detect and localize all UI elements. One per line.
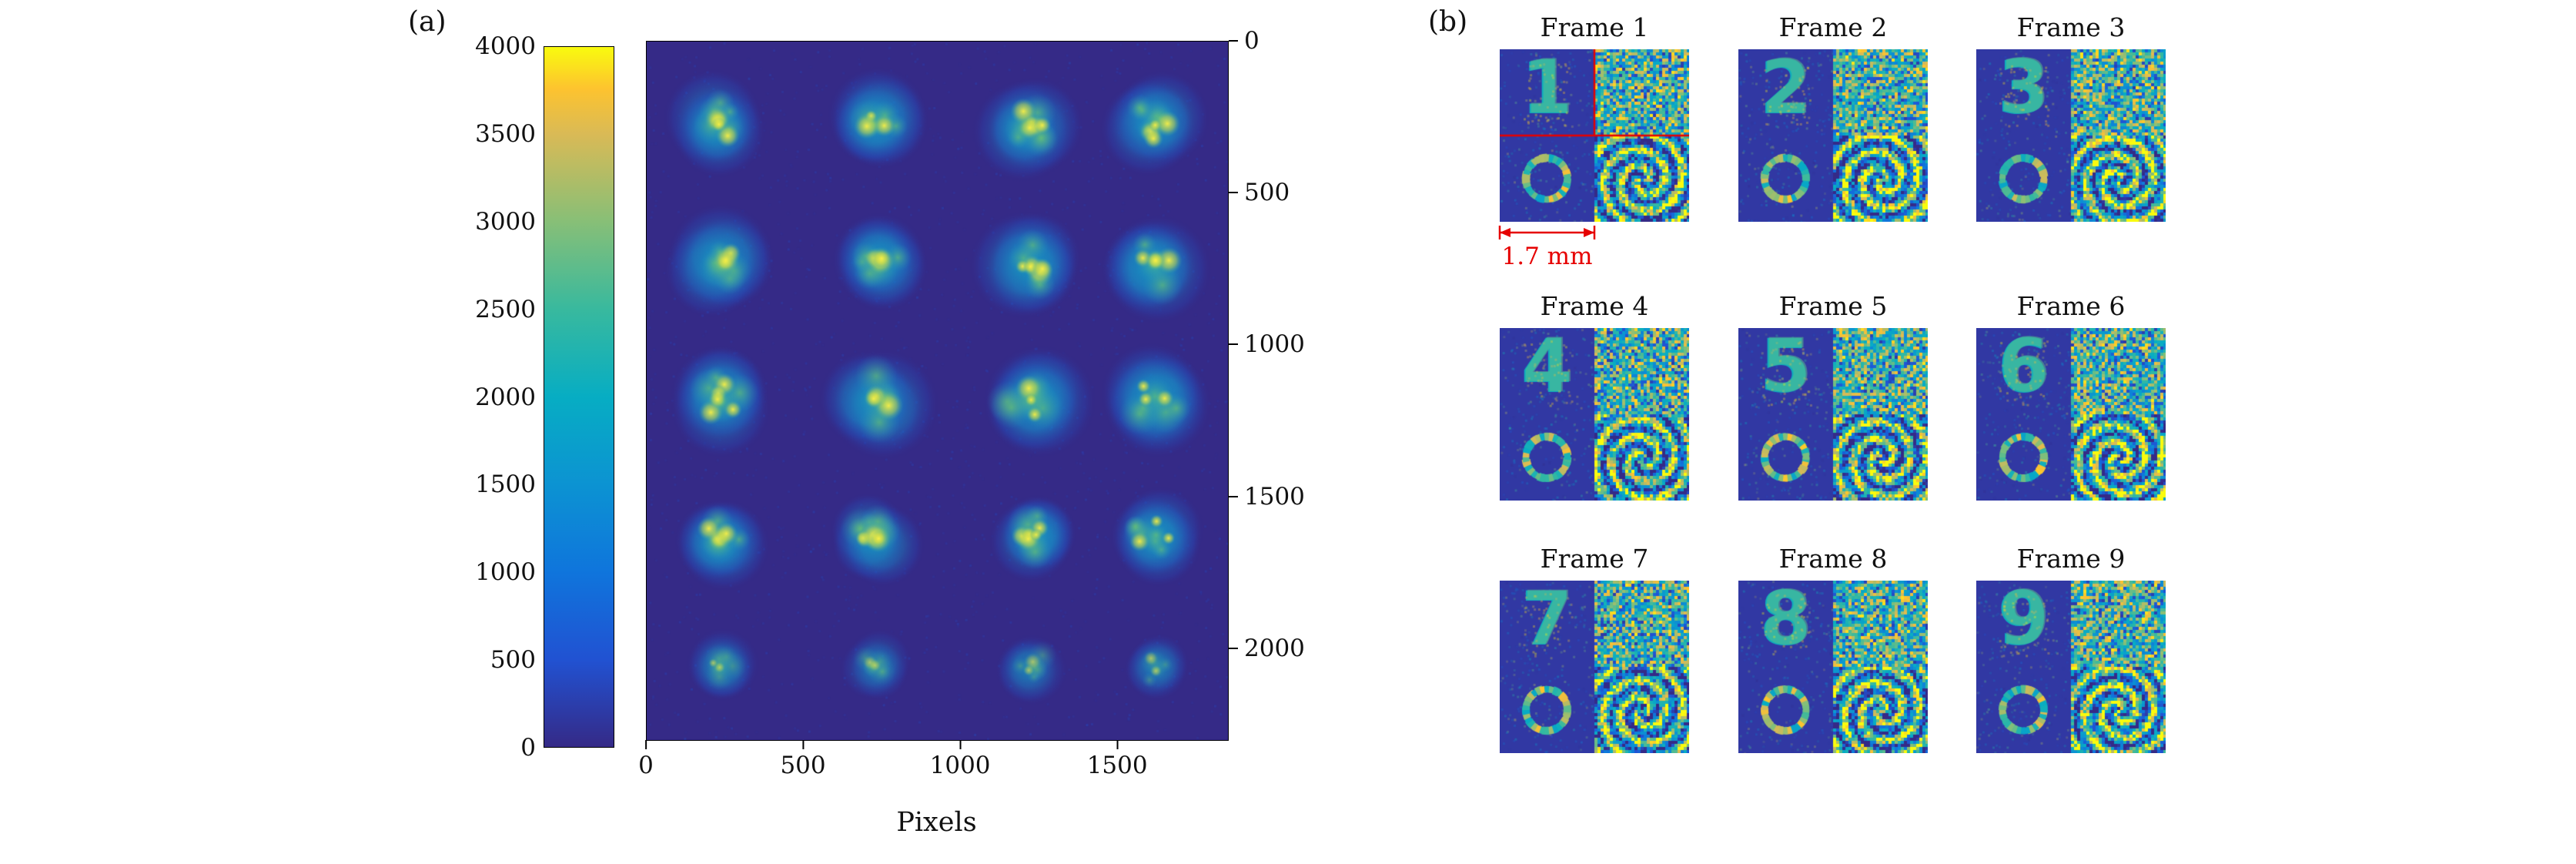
x-tick-label: 500 bbox=[780, 752, 826, 779]
tick-mark bbox=[644, 740, 647, 749]
frame-cell-1: Frame 1 bbox=[1500, 11, 1689, 222]
panel-a-label: (a) bbox=[408, 6, 447, 38]
x-tick: 1000 bbox=[930, 740, 991, 779]
scale-annotation: 1.7 mm bbox=[1498, 224, 1596, 270]
frame-image-8 bbox=[1738, 581, 1928, 753]
colorbar bbox=[544, 46, 614, 748]
y-tick-label: 500 bbox=[1244, 179, 1290, 207]
frame-cell-6: Frame 6 bbox=[1976, 290, 2166, 501]
colorbar-tick-label: 1500 bbox=[475, 471, 536, 499]
y-tick: 0 bbox=[1229, 27, 1260, 55]
panel-b-label: (b) bbox=[1428, 6, 1468, 38]
frame-title: Frame 4 bbox=[1540, 291, 1649, 321]
tick-mark bbox=[1229, 40, 1238, 42]
frame-image-6 bbox=[1976, 328, 2166, 501]
frame-image-3 bbox=[1976, 49, 2166, 222]
tick-mark bbox=[802, 740, 805, 749]
frame-title: Frame 2 bbox=[1778, 12, 1888, 42]
tick-mark bbox=[1229, 495, 1238, 497]
x-tick: 1500 bbox=[1087, 740, 1148, 779]
y-tick-label: 2000 bbox=[1244, 634, 1305, 662]
colorbar-tick-label: 0 bbox=[520, 734, 536, 762]
frame-cell-7: Frame 7 bbox=[1500, 542, 1689, 753]
tick-mark bbox=[1116, 740, 1119, 749]
y-tick: 1500 bbox=[1229, 483, 1305, 511]
frame-cell-2: Frame 2 bbox=[1738, 11, 1928, 222]
y-tick-label: 0 bbox=[1244, 27, 1260, 55]
x-tick-label: 1000 bbox=[929, 752, 991, 779]
x-tick-label: 1500 bbox=[1086, 752, 1148, 779]
colorbar-tick-label: 4000 bbox=[475, 32, 536, 60]
frame-image-1 bbox=[1500, 49, 1689, 222]
x-tick: 0 bbox=[638, 740, 654, 779]
colorbar-tick-label: 2000 bbox=[475, 383, 536, 411]
frame-cell-9: Frame 9 bbox=[1976, 542, 2166, 753]
frame-title: Frame 7 bbox=[1540, 544, 1649, 574]
y-tick-label: 1000 bbox=[1244, 330, 1305, 359]
y-tick: 1000 bbox=[1229, 330, 1305, 358]
colorbar-tick-label: 2500 bbox=[475, 295, 536, 323]
frame-title: Frame 6 bbox=[2016, 291, 2126, 321]
tick-mark bbox=[1229, 343, 1238, 346]
frame-image-5 bbox=[1738, 328, 1928, 501]
tick-mark bbox=[1229, 647, 1238, 649]
frame-title: Frame 9 bbox=[2016, 544, 2126, 574]
x-tick-label: 0 bbox=[638, 752, 654, 779]
y-tick: 500 bbox=[1229, 179, 1290, 206]
scale-arrow-icon bbox=[1498, 226, 1596, 239]
frame-title: Frame 5 bbox=[1778, 291, 1888, 321]
colorbar-tick-label: 3500 bbox=[475, 119, 536, 148]
x-axis-label: Pixels bbox=[896, 807, 977, 838]
frame-image-7 bbox=[1500, 581, 1689, 753]
frame-image-4 bbox=[1500, 328, 1689, 501]
y-tick: 2000 bbox=[1229, 635, 1305, 662]
colorbar-tick-label: 500 bbox=[490, 646, 536, 675]
frame-title: Frame 3 bbox=[2016, 12, 2126, 42]
frame-cell-8: Frame 8 bbox=[1738, 542, 1928, 753]
panel-a-heatmap bbox=[646, 41, 1229, 741]
frame-image-9 bbox=[1976, 581, 2166, 753]
tick-mark bbox=[1229, 192, 1238, 194]
tick-mark bbox=[959, 740, 962, 749]
colorbar-tick-label: 1000 bbox=[475, 558, 536, 587]
frame-cell-4: Frame 4 bbox=[1500, 290, 1689, 501]
y-tick-label: 1500 bbox=[1244, 482, 1305, 511]
frame-cell-5: Frame 5 bbox=[1738, 290, 1928, 501]
x-tick: 500 bbox=[780, 740, 826, 779]
frame-image-2 bbox=[1738, 49, 1928, 222]
colorbar-tick-label: 3000 bbox=[475, 207, 536, 236]
frame-title: Frame 1 bbox=[1540, 12, 1649, 42]
frame-title: Frame 8 bbox=[1778, 544, 1888, 574]
scale-label: 1.7 mm bbox=[1501, 243, 1593, 270]
frame-cell-3: Frame 3 bbox=[1976, 11, 2166, 222]
